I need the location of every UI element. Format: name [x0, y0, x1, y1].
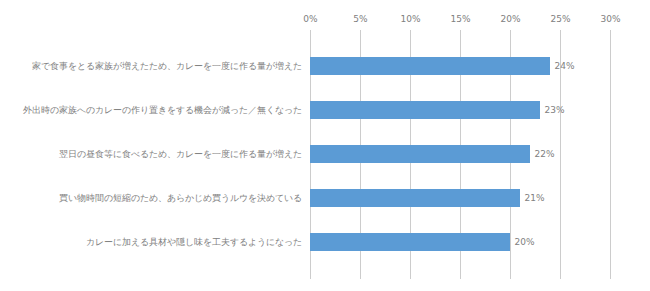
svg-text:20%: 20%	[500, 14, 520, 24]
svg-text:0%: 0%	[303, 14, 318, 24]
svg-text:15%: 15%	[450, 14, 470, 24]
svg-text:30%: 30%	[600, 14, 620, 24]
svg-text:買い物時間の短縮のため、あらかじめ買うルウを決めている: 買い物時間の短縮のため、あらかじめ買うルウを決めている	[59, 193, 302, 203]
svg-text:10%: 10%	[400, 14, 420, 24]
svg-text:23%: 23%	[545, 105, 565, 115]
svg-text:24%: 24%	[555, 61, 575, 71]
svg-text:5%: 5%	[353, 14, 368, 24]
svg-text:25%: 25%	[550, 14, 570, 24]
svg-text:21%: 21%	[525, 193, 545, 203]
svg-text:翌日の昼食等に食べるため、カレーを一度に作る量が増えた: 翌日の昼食等に食べるため、カレーを一度に作る量が増えた	[59, 149, 302, 159]
svg-text:カレーに加える具材や隠し味を工夫するようになった: カレーに加える具材や隠し味を工夫するようになった	[86, 237, 302, 247]
svg-text:22%: 22%	[535, 149, 555, 159]
svg-text:家で食事をとる家族が増えたため、カレーを一度に作る量が増えた: 家で食事をとる家族が増えたため、カレーを一度に作る量が増えた	[32, 61, 302, 71]
svg-text:20%: 20%	[515, 237, 535, 247]
svg-text:外出時の家族へのカレーの作り置きをする機会が減った／無くなっ: 外出時の家族へのカレーの作り置きをする機会が減った／無くなった	[23, 105, 302, 115]
